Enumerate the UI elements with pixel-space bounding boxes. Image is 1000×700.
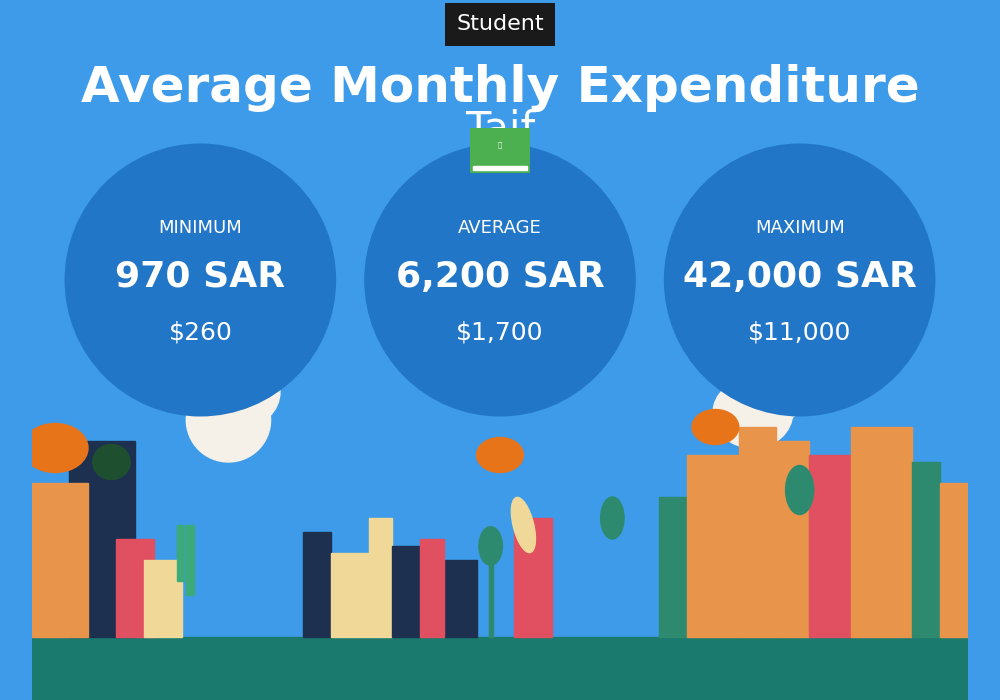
Bar (420, 539, 444, 637)
Bar (144, 560, 182, 637)
Bar (32, 651, 968, 700)
Text: 970 SAR: 970 SAR (115, 260, 285, 293)
Bar (514, 518, 552, 637)
Ellipse shape (364, 144, 636, 416)
FancyBboxPatch shape (470, 127, 530, 174)
Bar (392, 546, 420, 637)
Text: Average Monthly Expenditure: Average Monthly Expenditure (81, 64, 919, 111)
Bar (32, 637, 968, 700)
Ellipse shape (713, 378, 793, 448)
Text: $260: $260 (168, 321, 232, 344)
Text: MAXIMUM: MAXIMUM (755, 218, 845, 237)
Text: Taif: Taif (465, 108, 535, 150)
Bar (177, 525, 184, 581)
Text: AVERAGE: AVERAGE (458, 218, 542, 237)
Ellipse shape (186, 378, 271, 462)
Text: $1,700: $1,700 (456, 321, 544, 344)
Bar (369, 518, 392, 637)
Bar (69, 441, 135, 637)
Bar (116, 539, 154, 637)
Bar (940, 483, 968, 637)
Bar (809, 455, 851, 637)
Bar (851, 427, 912, 637)
Bar (912, 462, 940, 637)
Bar (659, 497, 687, 637)
Ellipse shape (664, 144, 935, 416)
Ellipse shape (601, 497, 624, 539)
Ellipse shape (93, 444, 130, 480)
Text: MINIMUM: MINIMUM (158, 218, 242, 237)
Ellipse shape (477, 438, 523, 472)
Bar (32, 483, 88, 637)
Bar (687, 455, 739, 637)
Ellipse shape (786, 466, 814, 514)
Ellipse shape (65, 144, 336, 416)
Ellipse shape (479, 526, 502, 566)
Bar (489, 546, 493, 637)
Ellipse shape (205, 357, 280, 427)
Text: ﷽: ﷽ (498, 141, 502, 148)
Text: 42,000 SAR: 42,000 SAR (683, 260, 917, 293)
Bar (776, 441, 809, 637)
Text: 6,200 SAR: 6,200 SAR (396, 260, 604, 293)
Bar (473, 165, 527, 170)
Bar (739, 427, 776, 637)
Ellipse shape (22, 424, 88, 473)
Bar (303, 532, 331, 637)
Text: $11,000: $11,000 (748, 321, 851, 344)
Bar (186, 525, 194, 595)
Text: Student: Student (456, 15, 544, 34)
Ellipse shape (736, 360, 807, 424)
Bar (331, 553, 369, 637)
Bar (444, 560, 477, 637)
Ellipse shape (692, 410, 739, 444)
Ellipse shape (511, 498, 535, 552)
